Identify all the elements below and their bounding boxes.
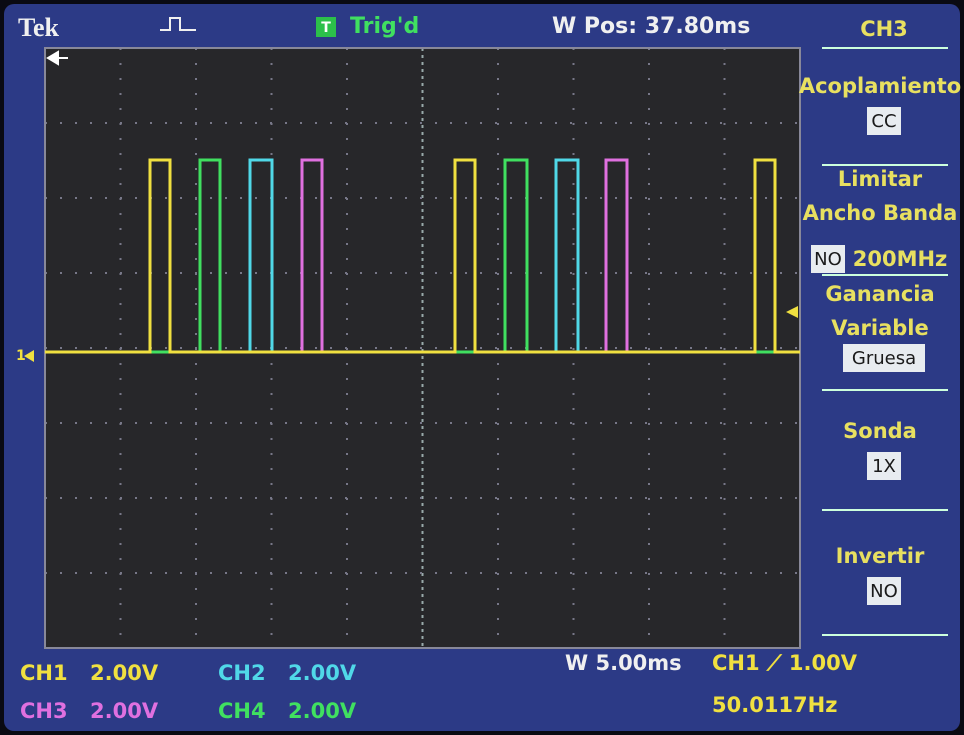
menu-extra: 200MHz [853,247,948,271]
menu-label: Limitar [838,167,923,191]
oscilloscope-screen: Tek T Trig'd W Pos: 37.80ms 1 CH3 Acopla… [0,0,964,735]
menu-label: Ancho Banda [803,201,958,225]
graticule [45,48,800,648]
channel-name: CH2 [218,661,266,685]
horizontal-position: W Pos: 37.80ms [552,14,750,39]
menu-value[interactable]: 1X [872,456,896,477]
menu-label: Acoplamiento [799,74,961,98]
menu-label: Variable [831,316,928,340]
menu-value[interactable]: NO [814,249,842,270]
brand: Tek [18,13,59,42]
menu-value[interactable]: NO [870,581,898,602]
timebase: W 5.00ms [565,651,682,675]
menu-value[interactable]: CC [871,111,896,132]
frequency: 50.0117Hz [712,693,837,717]
menu-value[interactable]: Gruesa [852,348,916,369]
trigger-status: Trig'd [350,14,419,39]
channel-scale: 2.00V [90,699,159,723]
menu-label: Invertir [836,544,925,568]
menu-label: Sonda [843,419,917,443]
trigger-icon: T [321,20,331,36]
channel-scale: 2.00V [90,661,159,685]
channel-name: CH1 [20,661,68,685]
trigger-setting: CH1 ⟋ 1.00V [712,651,858,675]
channel-name: CH4 [218,699,266,723]
menu-title: CH3 [860,17,908,41]
channel-scale: 2.00V [288,661,357,685]
menu-label: Ganancia [825,282,934,306]
channel-name: CH3 [20,699,68,723]
channel-scale: 2.00V [288,699,357,723]
